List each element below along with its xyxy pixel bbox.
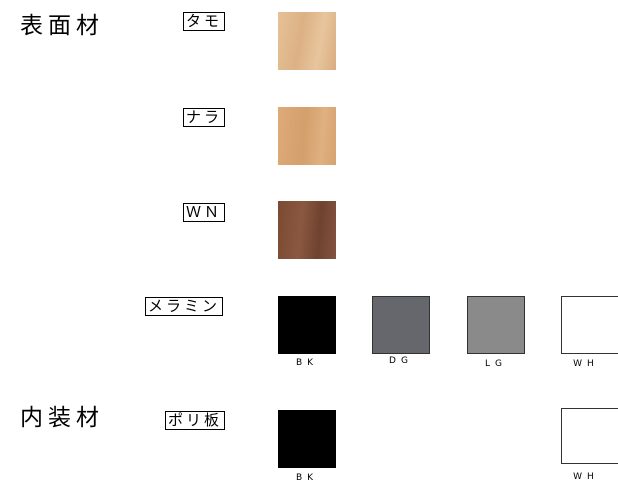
color-swatch (561, 296, 618, 354)
section-title: 表面材 (20, 13, 104, 39)
material-label: タモ (183, 12, 226, 31)
wood-swatch (278, 201, 336, 259)
material-label: ポリ板 (165, 411, 226, 430)
color-code: WH (573, 472, 599, 482)
wood-swatch (278, 12, 336, 70)
material-label: メラミン (145, 297, 224, 316)
wood-swatch (278, 107, 336, 165)
color-swatch (372, 296, 430, 354)
color-code: BK (295, 473, 319, 483)
color-swatch (467, 296, 525, 354)
color-code: BK (295, 358, 319, 368)
material-label: ＷＮ (183, 203, 226, 222)
color-swatch (278, 410, 336, 468)
color-swatch (561, 408, 618, 464)
color-code: DG (389, 356, 413, 366)
material-label: ナラ (183, 108, 226, 127)
color-code: LG (485, 359, 507, 369)
section-title: 内装材 (20, 405, 104, 431)
color-code: WH (573, 359, 599, 369)
color-swatch (278, 296, 336, 354)
